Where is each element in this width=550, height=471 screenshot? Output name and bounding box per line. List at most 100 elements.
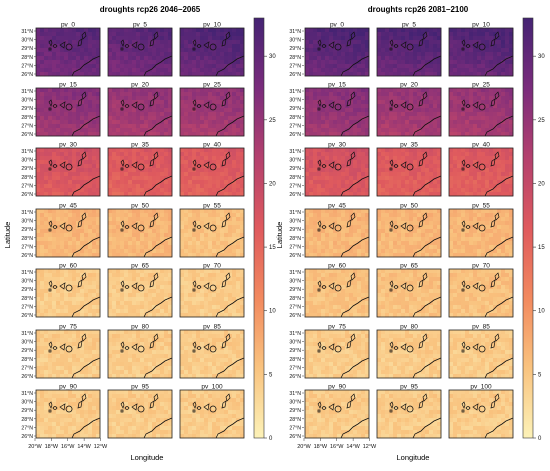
heat-cell	[493, 48, 497, 52]
heat-cell	[144, 281, 148, 285]
heat-cell	[116, 297, 120, 301]
heat-cell	[56, 430, 60, 434]
heat-cell	[92, 301, 96, 305]
heat-cell	[401, 52, 405, 56]
heat-cell	[489, 48, 493, 52]
heat-cell	[112, 285, 116, 289]
heat-cell	[208, 269, 212, 273]
heat-cell	[469, 36, 473, 40]
heat-cell	[148, 92, 152, 96]
heat-cell	[188, 56, 192, 60]
heat-cell	[60, 241, 64, 245]
heat-cell	[56, 362, 60, 366]
heat-cell	[156, 406, 160, 410]
heat-cell	[232, 108, 236, 112]
heat-cell	[44, 209, 48, 213]
heat-cell	[92, 128, 96, 132]
heat-cell	[84, 346, 88, 350]
heat-cell	[92, 354, 96, 358]
heat-cell	[52, 108, 56, 112]
heat-cell	[236, 293, 240, 297]
heat-cell	[184, 402, 188, 406]
heat-cell	[52, 88, 56, 92]
heat-cell	[116, 225, 120, 229]
heat-cell	[184, 245, 188, 249]
heat-cell	[60, 233, 64, 237]
heat-cell	[417, 64, 421, 68]
heat-cell	[305, 40, 309, 44]
heat-cell	[68, 366, 72, 370]
heat-cell	[72, 40, 76, 44]
heat-cell	[152, 172, 156, 176]
heat-cell	[88, 402, 92, 406]
heat-cell	[196, 305, 200, 309]
heat-cell	[132, 128, 136, 132]
heat-cell	[124, 241, 128, 245]
heat-cell	[337, 28, 341, 32]
heat-cell	[124, 88, 128, 92]
heat-cell	[200, 342, 204, 346]
heat-cell	[112, 233, 116, 237]
heat-cell	[56, 40, 60, 44]
map-panel	[377, 28, 441, 76]
heat-cell	[136, 418, 140, 422]
heat-cell	[88, 366, 92, 370]
heat-cell	[313, 32, 317, 36]
heat-cell	[148, 334, 152, 338]
heat-cell	[485, 36, 489, 40]
heat-cell	[208, 209, 212, 213]
heat-cell	[116, 56, 120, 60]
heat-cell	[64, 269, 68, 273]
heat-cell	[132, 293, 136, 297]
heat-cell	[200, 245, 204, 249]
heat-cell	[108, 213, 112, 217]
heat-cell	[120, 241, 124, 245]
heat-cell	[216, 229, 220, 233]
heat-cell	[124, 213, 128, 217]
heat-cell	[232, 64, 236, 68]
heat-cell	[192, 152, 196, 156]
heat-cell	[124, 414, 128, 418]
heat-cell	[72, 406, 76, 410]
heat-cell	[220, 277, 224, 281]
heat-cell	[148, 390, 152, 394]
heat-cell	[469, 68, 473, 72]
heat-cell	[457, 60, 461, 64]
x-tick-label: 12°W	[94, 444, 108, 450]
heat-cell	[184, 229, 188, 233]
heat-cell	[64, 330, 68, 334]
heat-cell	[36, 229, 40, 233]
heat-cell	[48, 152, 52, 156]
heat-cell	[40, 60, 44, 64]
heat-cell	[236, 64, 240, 68]
heat-cell	[160, 406, 164, 410]
heat-cell	[477, 36, 481, 40]
heat-cell	[208, 32, 212, 36]
y-tick-label: 28°N	[21, 115, 33, 121]
heat-cell	[136, 237, 140, 241]
heat-cell	[52, 370, 56, 374]
heat-cell	[36, 281, 40, 285]
heat-cell	[232, 309, 236, 313]
heat-cell	[116, 184, 120, 188]
heat-cell	[160, 281, 164, 285]
heat-cell	[116, 269, 120, 273]
heat-cell	[204, 241, 208, 245]
heat-cell	[128, 277, 132, 281]
heat-cell	[36, 32, 40, 36]
heat-cell	[48, 366, 52, 370]
heat-cell	[148, 338, 152, 342]
heat-cell	[224, 116, 228, 120]
heat-cell	[112, 160, 116, 164]
heat-cell	[236, 52, 240, 56]
heat-cell	[164, 293, 168, 297]
heat-cell	[465, 64, 469, 68]
heat-cell	[224, 301, 228, 305]
colorbar-tick-label: 25	[269, 118, 276, 124]
heat-cell	[216, 32, 220, 36]
heat-cell	[349, 60, 353, 64]
heat-cell	[68, 358, 72, 362]
heat-cell	[40, 366, 44, 370]
heat-cell	[212, 249, 216, 253]
